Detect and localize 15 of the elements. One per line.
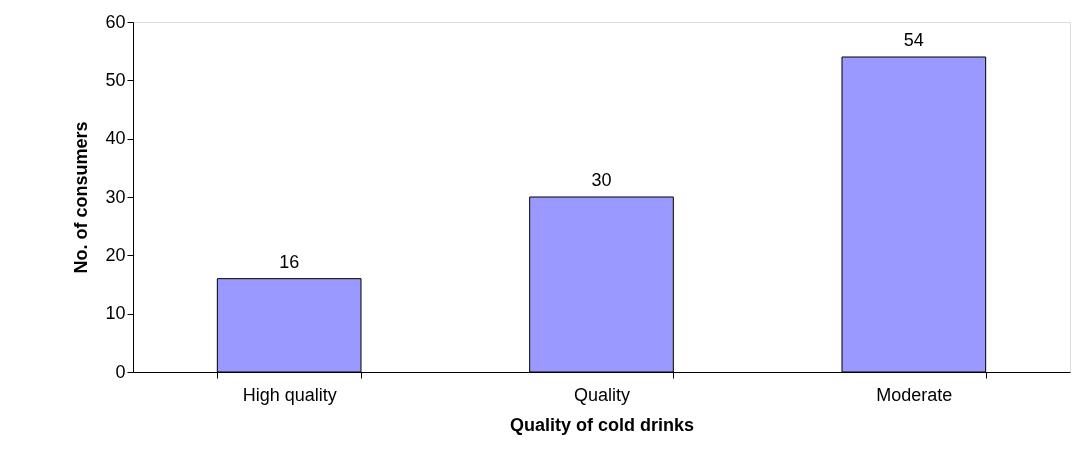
y-tick-label: 20 xyxy=(105,244,126,265)
y-tick-label: 40 xyxy=(105,128,126,149)
y-tick-label: 50 xyxy=(105,69,126,90)
y-tick-label: 60 xyxy=(105,11,126,32)
data-label: 16 xyxy=(279,251,300,272)
data-label: 54 xyxy=(903,30,924,50)
y-tick-label: 10 xyxy=(105,303,126,324)
y-tick-label: 30 xyxy=(105,186,126,207)
y-tick-label: 0 xyxy=(115,361,126,382)
x-tick-label: Moderate xyxy=(876,384,953,405)
x-tick-label: High quality xyxy=(242,384,337,405)
x-axis-title: Quality of cold drinks xyxy=(509,414,695,435)
y-axis-title: No. of consumers xyxy=(71,121,92,274)
x-tick-label: Quality xyxy=(573,384,631,405)
data-label: 30 xyxy=(591,170,612,190)
